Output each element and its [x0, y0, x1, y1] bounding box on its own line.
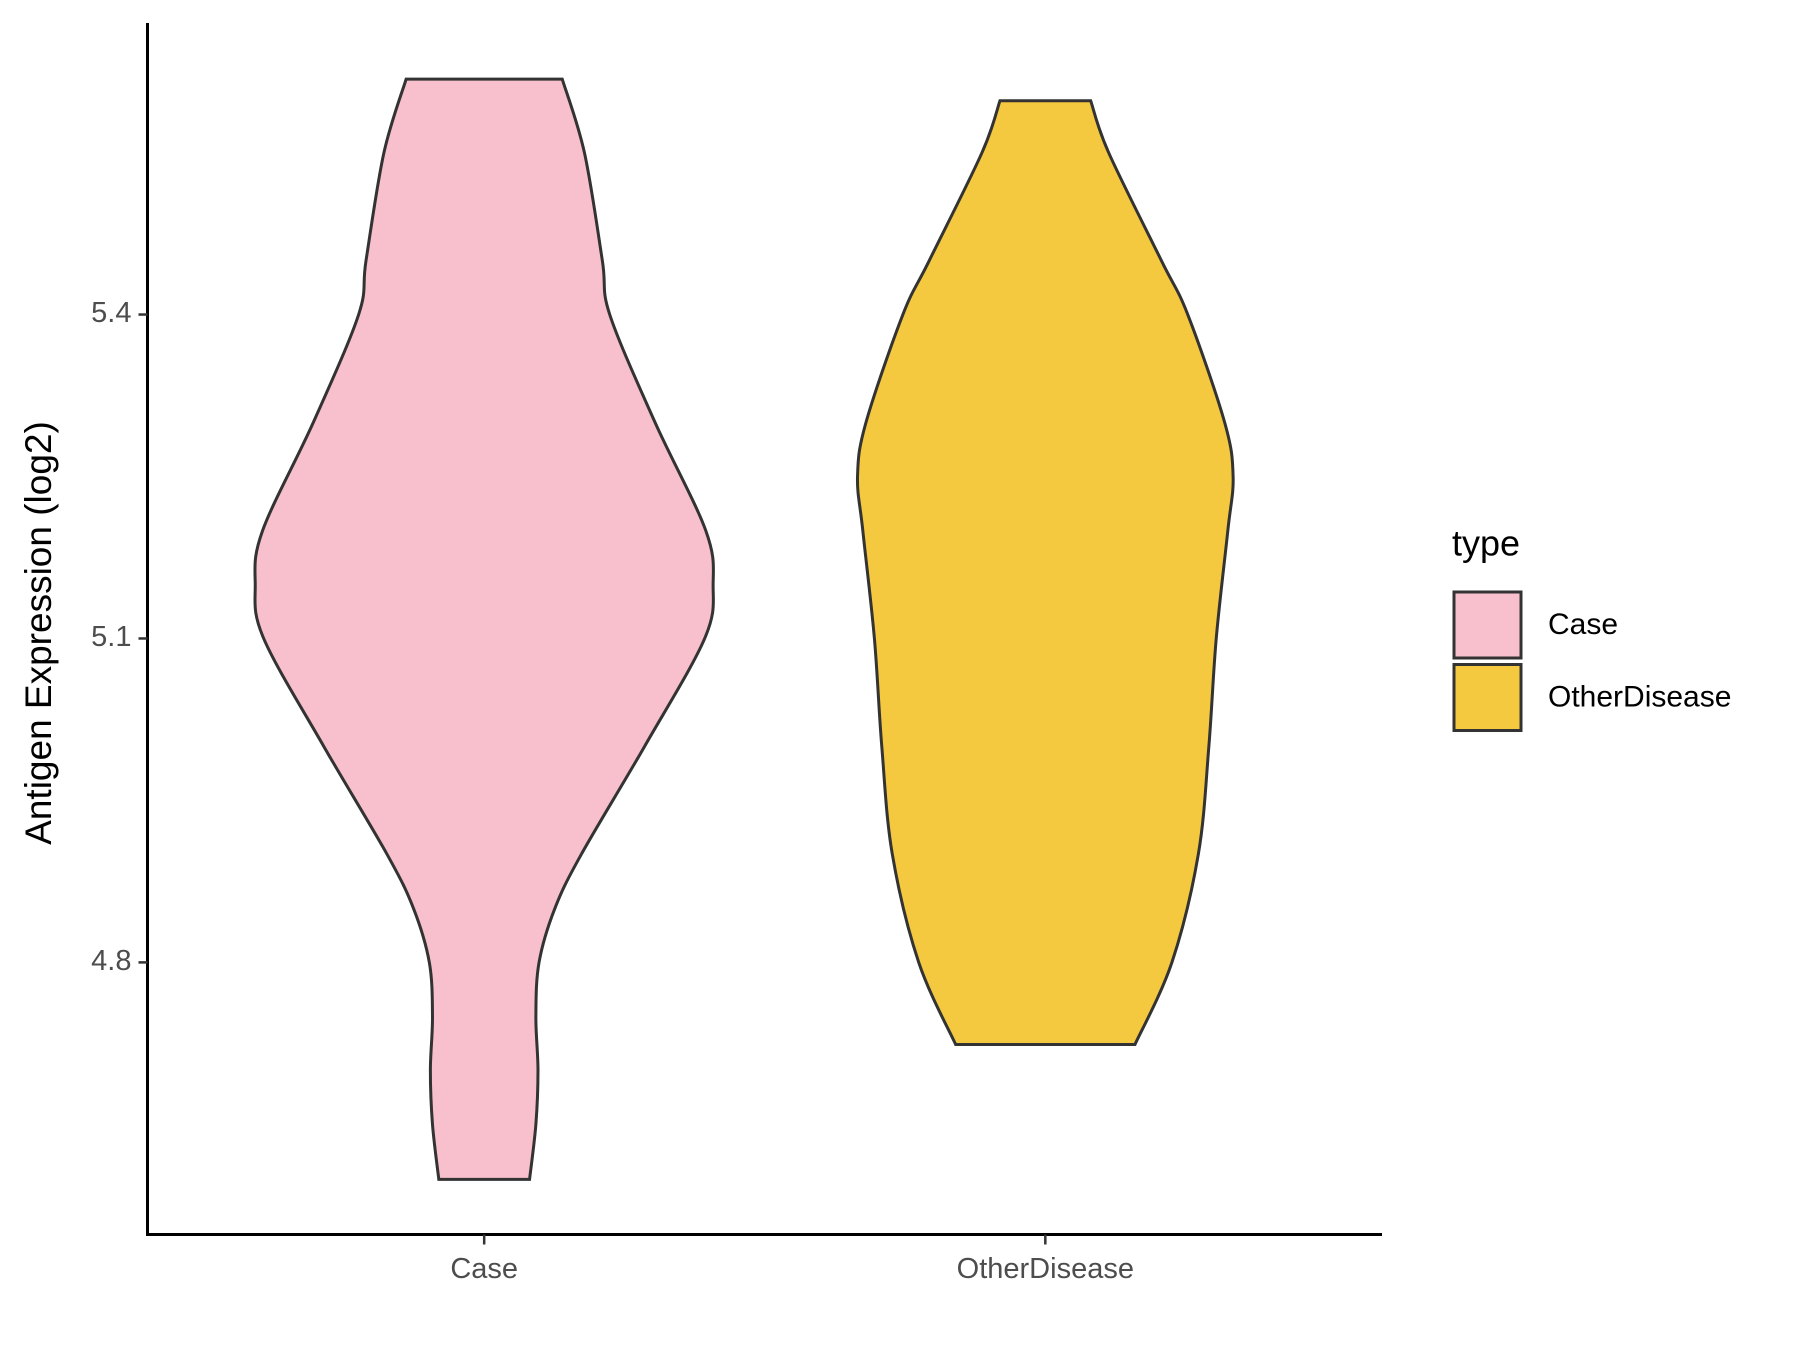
legend-key — [1452, 590, 1523, 660]
x-tick-label: Case — [450, 1253, 518, 1285]
legend-label: OtherDisease — [1548, 680, 1731, 713]
legend-label: Case — [1548, 608, 1618, 641]
y-tick-label: 5.4 — [91, 297, 131, 329]
y-tick-label: 4.8 — [91, 945, 131, 977]
legend-title: type — [1452, 523, 1520, 564]
y-axis-title: Antigen Expression (log2) — [18, 421, 59, 845]
y-tick-label: 5.1 — [91, 621, 131, 653]
legend-key — [1452, 663, 1523, 732]
x-tick-label: OtherDisease — [957, 1253, 1134, 1285]
violin — [253, 77, 715, 1181]
violin — [855, 99, 1235, 1046]
